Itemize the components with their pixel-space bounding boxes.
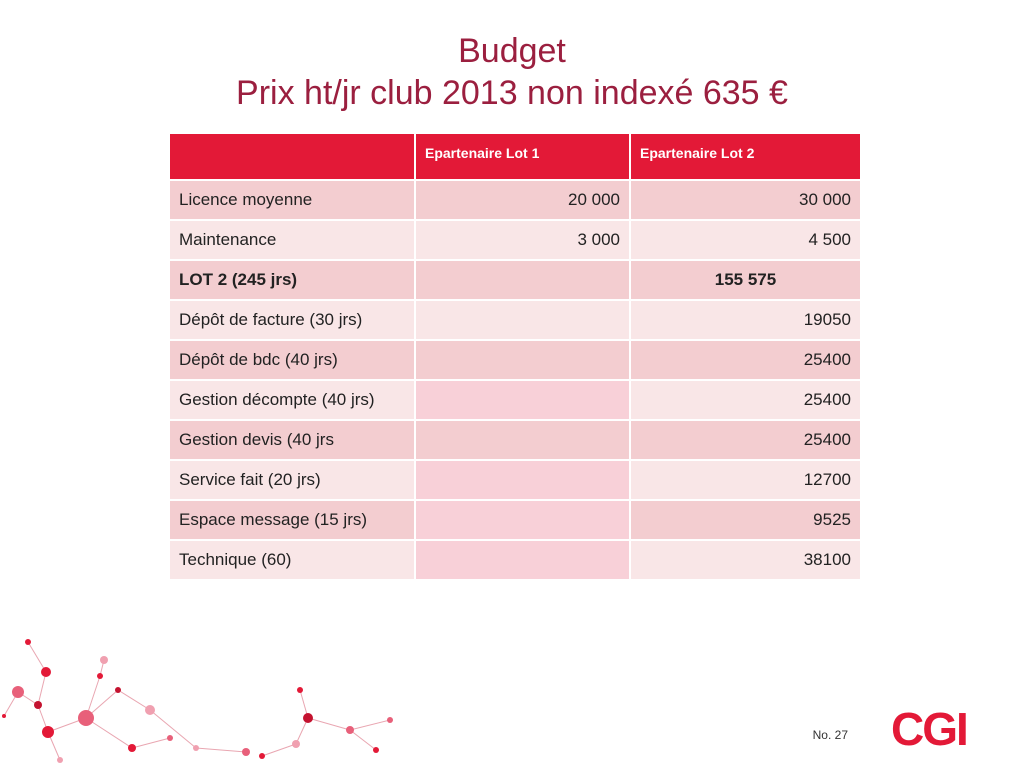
lot1-value xyxy=(414,339,631,381)
lot2-value: 25400 xyxy=(629,419,862,461)
title-line-1: Budget xyxy=(458,32,566,70)
lot2-value: 30 000 xyxy=(629,179,862,221)
lot1-value xyxy=(414,539,631,581)
slide-title: Budget Prix ht/jr club 2013 non indexé 6… xyxy=(0,30,1024,114)
lot1-value: 20 000 xyxy=(414,179,631,221)
row-label: Technique (60) xyxy=(168,539,416,581)
lot1-value xyxy=(414,459,631,501)
page-number: No. 27 xyxy=(812,728,848,742)
table-row: Maintenance 3 000 4 500 xyxy=(168,219,862,261)
lot2-total-value: 155 575 xyxy=(629,259,862,301)
row-label: Gestion décompte (40 jrs) xyxy=(168,379,416,421)
row-label: Espace message (15 jrs) xyxy=(168,499,416,541)
molecule-network-graphic xyxy=(2,639,393,763)
table-row: Espace message (15 jrs) 9525 xyxy=(168,499,862,541)
title-line-2: Prix ht/jr club 2013 non indexé 635 € xyxy=(236,74,788,112)
table-row: Dépôt de facture (30 jrs) 19050 xyxy=(168,299,862,341)
lot1-value xyxy=(414,379,631,421)
table-row: Service fait (20 jrs) 12700 xyxy=(168,459,862,501)
lot2-value: 25400 xyxy=(629,339,862,381)
header-cell-lot1: Epartenaire Lot 1 xyxy=(414,132,631,181)
lot2-value: 19050 xyxy=(629,299,862,341)
lot2-value: 38100 xyxy=(629,539,862,581)
network-nodes xyxy=(2,639,393,763)
lot1-value xyxy=(414,299,631,341)
lot1-value xyxy=(414,259,631,301)
table-row: Gestion devis (40 jrs 25400 xyxy=(168,419,862,461)
row-label: Dépôt de bdc (40 jrs) xyxy=(168,339,416,381)
row-label: Dépôt de facture (30 jrs) xyxy=(168,299,416,341)
lot2-value: 25400 xyxy=(629,379,862,421)
row-label: Licence moyenne xyxy=(168,179,416,221)
table-row-lot-total: LOT 2 (245 jrs) 155 575 xyxy=(168,259,862,301)
row-label: Maintenance xyxy=(168,219,416,261)
row-label: Gestion devis (40 jrs xyxy=(168,419,416,461)
table-row: Dépôt de bdc (40 jrs) 25400 xyxy=(168,339,862,381)
lot2-value: 4 500 xyxy=(629,219,862,261)
lot1-value xyxy=(414,499,631,541)
header-cell-lot2: Epartenaire Lot 2 xyxy=(629,132,862,181)
table-header-row: Epartenaire Lot 1 Epartenaire Lot 2 xyxy=(168,132,862,181)
lot1-value xyxy=(414,419,631,461)
table-row: Technique (60) 38100 xyxy=(168,539,862,581)
row-label: LOT 2 (245 jrs) xyxy=(168,259,416,301)
table-row: Gestion décompte (40 jrs) 25400 xyxy=(168,379,862,421)
row-label: Service fait (20 jrs) xyxy=(168,459,416,501)
budget-table: Epartenaire Lot 1 Epartenaire Lot 2 Lice… xyxy=(168,132,862,581)
lot1-value: 3 000 xyxy=(414,219,631,261)
lot2-value: 9525 xyxy=(629,499,862,541)
header-cell-empty xyxy=(168,132,416,181)
network-lines xyxy=(3,641,391,761)
table-row: Licence moyenne 20 000 30 000 xyxy=(168,179,862,221)
cgi-logo: CGI xyxy=(891,703,969,755)
lot2-value: 12700 xyxy=(629,459,862,501)
